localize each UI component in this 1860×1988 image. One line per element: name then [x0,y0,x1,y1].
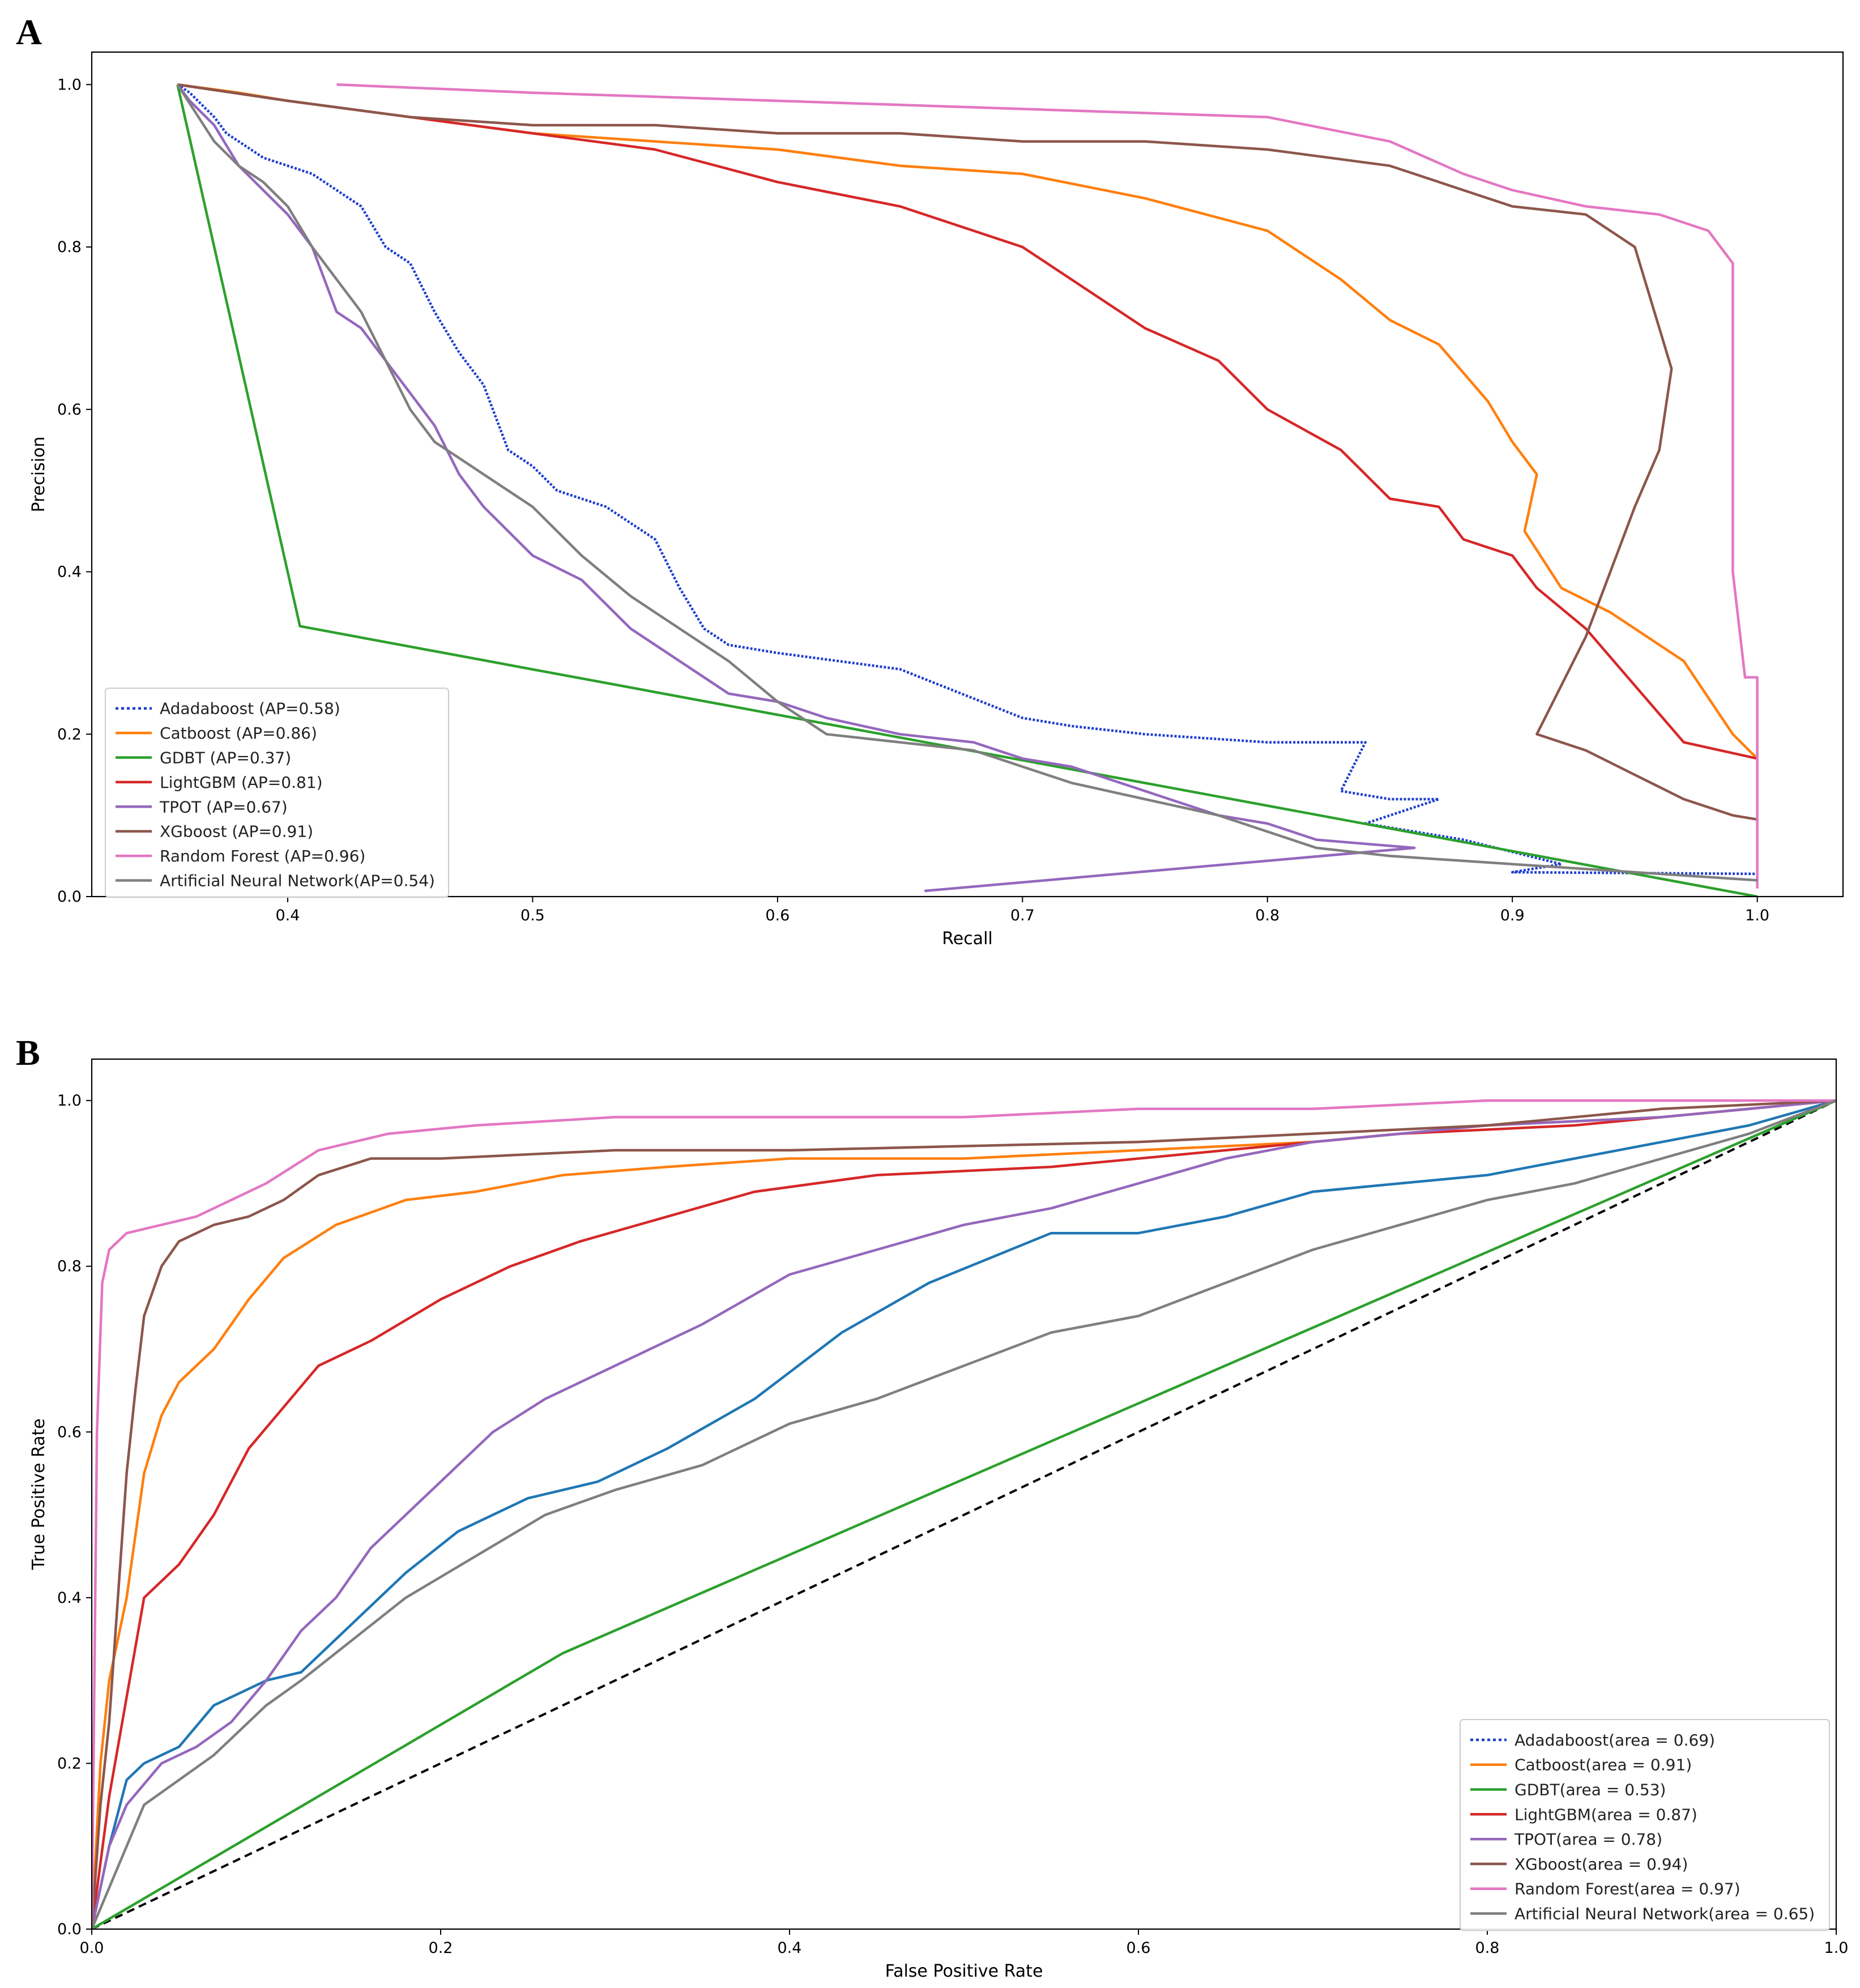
panel-a-series-artificial-neural-network [176,84,1757,882]
panel-a-ytick-label-0: 0.0 [57,888,82,906]
panel-a-legend-label-random-forest: Random Forest (AP=0.96) [160,847,365,865]
panel-a-legend-label-tpot: TPOT (AP=0.67) [159,797,288,816]
panel-a-xtick-label-4: 0.8 [1255,907,1279,924]
panel-b-legend-label-lightgbm: LightGBM(area = 0.87) [1515,1805,1697,1824]
panel-a-xtick-label-3: 0.7 [1010,907,1035,924]
panel-b-legend [1460,1719,1830,1931]
panel-a-series-catboost [177,83,1759,760]
panel-b-ytick-label-1: 0.2 [57,1755,82,1772]
panel-a-ytick-label-5: 1.0 [57,76,82,93]
panel-b-ytick-label-5: 1.0 [57,1092,82,1110]
panel-a-legend [105,688,449,898]
panel-a-ytick-label-4: 0.8 [57,238,82,256]
panel-b-ytick-label-3: 0.6 [57,1423,82,1441]
panel-b-ytick-label-0: 0.0 [57,1921,82,1938]
panel-a-series-lightgbm [177,83,1758,760]
panel-b-series-random-forest [92,1099,1836,1929]
panel-b-xtick-label-3: 0.6 [1127,1939,1151,1957]
panel-a-xtick-label-1: 0.5 [521,907,545,924]
panel-b-xtick-label-5: 1.0 [1824,1939,1849,1957]
panel-b-legend-label-random-forest: Random Forest(area = 0.97) [1515,1880,1740,1899]
panel-b-series-artificial-neural-network [92,1099,1836,1929]
panel-b-series-catboost [92,1099,1836,1929]
panel-a-series-random-forest [336,83,1759,889]
panel-b-xtick-label-4: 0.8 [1475,1939,1500,1957]
panel-a-ylabel: Precision [29,437,49,513]
panel-a-legend-label-gdbt: GDBT (AP=0.37) [160,749,291,767]
panel-b-xtick-label-2: 0.4 [778,1939,802,1957]
panel-b-series-tpot [92,1099,1836,1929]
panel-a-xtick-label-5: 0.9 [1500,907,1525,924]
panel-b-ylabel: True Positive Rate [29,1418,49,1570]
panel-b-legend-label-tpot: TPOT(area = 0.78) [1514,1830,1662,1849]
panel-a-series-tpot [176,83,1416,893]
panel-a-legend-label-catboost: Catboost (AP=0.86) [160,724,317,743]
panel-b-ytick-label-4: 0.8 [57,1258,82,1275]
panel-a-legend-label-xgboost: XGboost (AP=0.91) [160,822,313,841]
panel-b-chart: 0.0 0.2 0.4 0.6 0.8 1.0 0.0 0.2 0.4 0.6 0.8 1.0 Fals… [29,1058,1849,1981]
panel-a-ytick-label-2: 0.4 [57,564,82,581]
panel-b-axes-frame [91,1058,1837,1930]
panel-a-series-adadaboost [177,83,1757,876]
panel-b-xtick-label-0: 0.0 [80,1939,104,1957]
panel-b-legend-label-gdbt: GDBT(area = 0.53) [1515,1781,1666,1799]
panel-a-legend-label-artificial-neural-network: Artificial Neural Network(AP=0.54) [160,872,435,890]
panel-a-letter: A [16,12,42,52]
panel-b-series-diagonal [92,1099,1836,1929]
panel-a-xlabel: Recall [942,929,993,949]
panel-b-ytick-label-2: 0.4 [57,1589,82,1607]
panel-b-xtick-label-1: 0.2 [429,1939,453,1957]
panel-b-legend-label-artificial-neural-network: Artificial Neural Network(area = 0.65) [1515,1905,1815,1923]
panel-b-legend-label-xgboost: XGboost(area = 0.94) [1515,1855,1688,1874]
panel-b-legend-label-adadaboost: Adadaboost(area = 0.69) [1515,1731,1715,1750]
panel-b-xlabel: False Positive Rate [885,1961,1043,1981]
panel-b-series-adadaboost [92,1099,1836,1929]
panel-b-series-xgboost [92,1099,1836,1929]
panel-b-series-gdbt [92,1099,1836,1929]
panel-a-chart: 0.4 0.5 0.6 0.7 0.8 0.9 1.0 0.0 0.2 0.4 0.6 0.8 1.0 R… [29,51,1844,949]
panel-a-legend-label-adadaboost: Adadaboost (AP=0.58) [160,699,340,718]
panel-a-series-gdbt [176,84,1758,897]
panel-a-xtick-label-0: 0.4 [275,907,300,924]
panel-a-ytick-label-3: 0.6 [57,401,82,419]
panel-a-xtick-label-2: 0.6 [765,907,790,924]
panel-b-letter: B [16,1033,40,1073]
panel-a-axes-frame [91,51,1844,898]
panel-a-xtick-label-6: 1.0 [1745,907,1769,924]
panel-a-series-xgboost [177,83,1757,821]
panel-b-legend-label-catboost: Catboost(area = 0.91) [1515,1756,1692,1774]
panel-a-ytick-label-1: 0.2 [57,726,82,743]
panel-a-legend-label-lightgbm: LightGBM (AP=0.81) [160,773,323,792]
